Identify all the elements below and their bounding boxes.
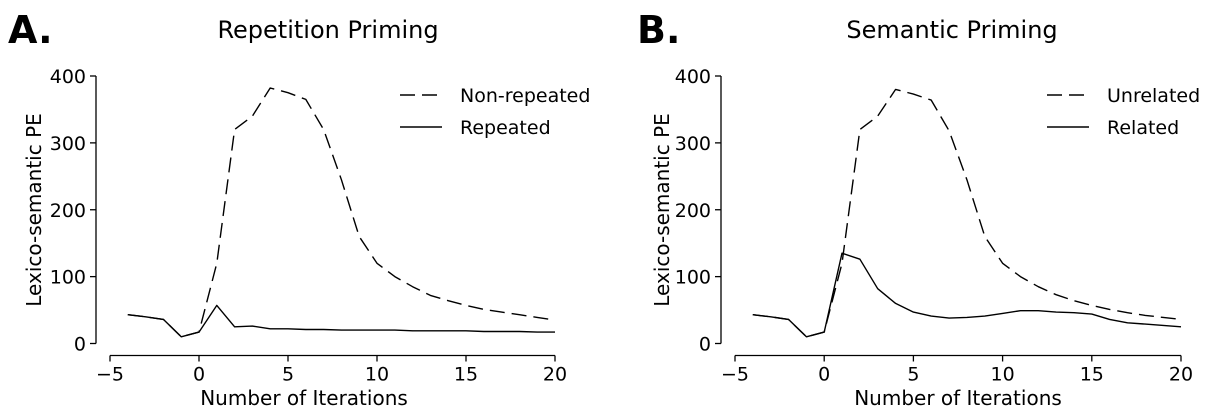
series-line-related	[752, 252, 1182, 338]
x-tick-label: −5	[96, 364, 124, 386]
y-tick-label: 200	[675, 200, 711, 222]
y-tick-label: 100	[675, 267, 711, 289]
y-tick-label: 0	[699, 334, 711, 356]
x-axis-label: Number of Iterations	[854, 386, 1062, 408]
x-tick-label: 20	[1169, 364, 1193, 386]
series-line-repeated	[127, 304, 555, 338]
chart-title: Semantic Priming	[846, 16, 1057, 44]
x-tick-label: 20	[543, 364, 567, 386]
y-tick-label: 300	[675, 133, 711, 155]
x-tick-label: 0	[818, 364, 830, 386]
legend-label: Unrelated	[1107, 85, 1200, 107]
y-tick-label: 300	[50, 133, 86, 155]
legend-label: Repeated	[460, 117, 551, 139]
x-tick-label: 15	[1080, 364, 1104, 386]
x-axis-label: Number of Iterations	[200, 386, 408, 408]
panel-letter: B.	[637, 8, 680, 52]
y-tick-label: 400	[675, 66, 711, 88]
x-tick-label: 10	[365, 364, 389, 386]
y-axis-label: Lexico-semantic PE	[22, 113, 46, 307]
legend-label: Related	[1107, 117, 1179, 139]
y-tick-label: 0	[74, 334, 86, 356]
y-axis-label: Lexico-semantic PE	[650, 113, 674, 307]
y-tick-label: 400	[50, 66, 86, 88]
panel-a: A. Repetition Priming Number of Iteratio…	[8, 8, 590, 408]
series-group	[127, 87, 556, 338]
x-tick-label: 15	[454, 364, 478, 386]
panel-b: B. Semantic Priming Number of Iterations…	[637, 8, 1200, 408]
y-tick-label: 100	[50, 267, 86, 289]
chart-title: Repetition Priming	[217, 16, 438, 44]
x-tick-label: 0	[193, 364, 205, 386]
y-tick-label: 200	[50, 200, 86, 222]
x-tick-label: 10	[991, 364, 1015, 386]
panel-letter: A.	[8, 8, 53, 52]
x-tick-label: 5	[282, 364, 294, 386]
legend: Non-repeated Repeated	[400, 85, 590, 139]
x-tick-label: 5	[907, 364, 919, 386]
series-group	[752, 88, 1182, 338]
x-tick-label: −5	[721, 364, 749, 386]
legend-label: Non-repeated	[460, 85, 590, 107]
legend: Unrelated Related	[1047, 85, 1200, 139]
